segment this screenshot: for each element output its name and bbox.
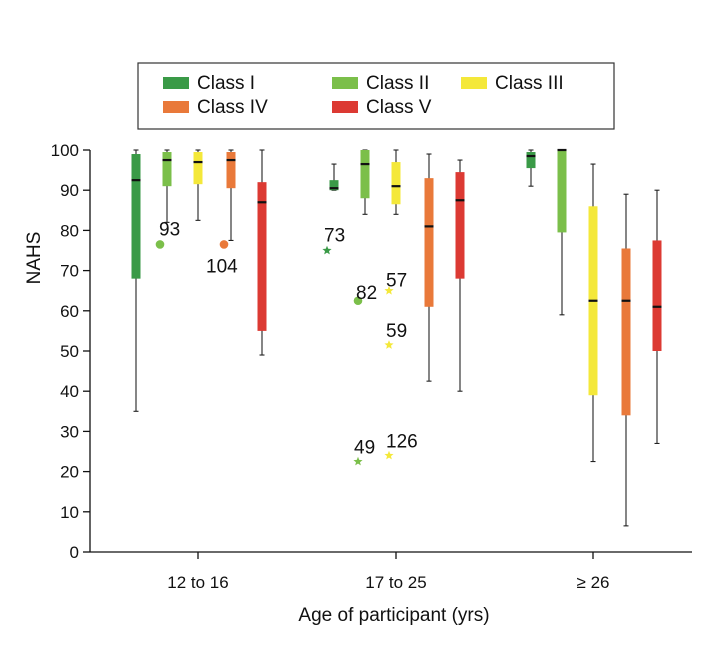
outlier-class-iii-57: 57 bbox=[384, 271, 407, 295]
iqr-box bbox=[162, 152, 172, 187]
series-class-iii: 57 59 126 bbox=[193, 149, 598, 463]
iqr-box bbox=[257, 182, 267, 331]
legend-entry-class-ii: Class II bbox=[332, 73, 429, 94]
box-class-iv-17-to-25 bbox=[424, 153, 434, 382]
y-tick-label: 100 bbox=[51, 141, 79, 160]
iqr-box bbox=[424, 178, 434, 307]
box-class-i-26 bbox=[526, 149, 536, 187]
outlier-class-ii-49: 49 bbox=[353, 438, 375, 466]
y-tick-label: 0 bbox=[70, 543, 79, 562]
outlier-label: 59 bbox=[386, 321, 407, 342]
box-class-ii-12-to-16 bbox=[162, 149, 172, 223]
iqr-box bbox=[391, 162, 401, 205]
outlier-star-marker bbox=[384, 285, 394, 295]
outlier-label: 82 bbox=[356, 283, 377, 304]
y-tick-label: 50 bbox=[60, 342, 79, 361]
iqr-box bbox=[621, 248, 631, 416]
legend-entry-class-i: Class I bbox=[163, 73, 255, 94]
series-class-ii: 93 82 49 bbox=[155, 148, 567, 466]
series-class-i: 73 bbox=[131, 149, 536, 412]
x-tick-label-26: ≥ 26 bbox=[577, 573, 610, 592]
outlier-label: 57 bbox=[386, 271, 407, 292]
y-tick-label: 10 bbox=[60, 503, 79, 522]
box-class-iv-26 bbox=[621, 193, 631, 527]
box-class-ii-17-to-25 bbox=[360, 149, 370, 215]
outlier-label: 73 bbox=[324, 226, 345, 247]
outlier-class-i-73: 73 bbox=[322, 226, 345, 255]
y-axis-title: NAHS bbox=[24, 232, 45, 285]
box-class-v-26 bbox=[652, 189, 662, 445]
legend-entry-class-iv: Class IV bbox=[163, 97, 268, 118]
y-tick-label: 90 bbox=[60, 181, 79, 200]
box-class-iv-12-to-16 bbox=[226, 149, 236, 241]
y-tick-label: 60 bbox=[60, 302, 79, 321]
legend-swatch bbox=[163, 101, 189, 113]
iqr-box bbox=[455, 172, 465, 279]
iqr-box bbox=[329, 180, 339, 191]
legend-swatch bbox=[163, 77, 189, 89]
outlier-star-marker bbox=[384, 450, 394, 460]
box-class-i-12-to-16 bbox=[131, 149, 141, 412]
series-class-v bbox=[257, 149, 662, 445]
y-tick-label: 80 bbox=[60, 221, 79, 240]
iqr-box bbox=[557, 150, 567, 233]
y-tick-label: 30 bbox=[60, 422, 79, 441]
legend-label: Class IV bbox=[197, 97, 268, 118]
legend-entry-class-iii: Class III bbox=[461, 73, 564, 94]
box-class-iii-26 bbox=[588, 163, 598, 463]
box-class-i-17-to-25 bbox=[329, 163, 339, 191]
outlier-label: 49 bbox=[354, 438, 375, 459]
iqr-box bbox=[131, 154, 141, 279]
legend-swatch bbox=[332, 101, 358, 113]
outlier-circle-marker bbox=[155, 240, 165, 249]
legend-entry-class-v: Class V bbox=[332, 97, 432, 118]
outlier-star-marker bbox=[384, 340, 394, 349]
legend-swatch bbox=[461, 77, 487, 89]
box-class-v-12-to-16 bbox=[257, 149, 267, 356]
plot-area: 73 93 82 49 57 59 126 104 bbox=[131, 148, 662, 527]
y-tick-label: 70 bbox=[60, 262, 79, 281]
legend-label: Class II bbox=[366, 73, 429, 94]
axes: 0 10 20 30 40 50 60 70 80 90 100 12 to 16 17 to 25 ≥ … bbox=[51, 141, 692, 592]
series-class-iv: 104 bbox=[206, 149, 631, 527]
outlier-class-iii-126: 126 bbox=[384, 432, 418, 460]
x-tick-label-12-to-16: 12 to 16 bbox=[167, 573, 228, 592]
y-tick-label: 20 bbox=[60, 463, 79, 482]
x-tick-label-17-to-25: 17 to 25 bbox=[365, 573, 426, 592]
iqr-box bbox=[193, 152, 203, 185]
outlier-class-iv-104: 104 bbox=[206, 240, 238, 277]
legend-frame bbox=[137, 62, 615, 130]
outlier-circle-marker bbox=[353, 296, 363, 306]
outlier-class-iii-59: 59 bbox=[384, 321, 407, 349]
x-axis-title: Age of participant (yrs) bbox=[298, 605, 489, 626]
legend-swatch bbox=[332, 77, 358, 89]
legend-label: Class V bbox=[366, 97, 432, 118]
y-tick-label: 40 bbox=[60, 382, 79, 401]
outlier-star-marker bbox=[353, 456, 363, 466]
iqr-box bbox=[526, 152, 536, 169]
outlier-star-marker bbox=[322, 245, 332, 255]
outlier-class-ii-82: 82 bbox=[353, 283, 377, 306]
iqr-box bbox=[360, 150, 370, 199]
iqr-box bbox=[652, 240, 662, 351]
legend-label: Class I bbox=[197, 73, 255, 94]
box-class-ii-26 bbox=[557, 148, 567, 316]
iqr-box bbox=[226, 152, 236, 189]
legend-label: Class III bbox=[495, 73, 564, 94]
legend: Class I Class II Class III Class IV Class V bbox=[137, 62, 615, 130]
outlier-circle-marker bbox=[219, 240, 229, 249]
box-class-iii-17-to-25 bbox=[391, 149, 401, 215]
outlier-label: 93 bbox=[159, 219, 180, 240]
box-class-iii-12-to-16 bbox=[193, 149, 203, 221]
outlier-label: 104 bbox=[206, 256, 238, 277]
outlier-class-ii-93: 93 bbox=[155, 219, 180, 249]
box-class-v-17-to-25 bbox=[455, 159, 465, 392]
outlier-label: 126 bbox=[386, 432, 418, 453]
